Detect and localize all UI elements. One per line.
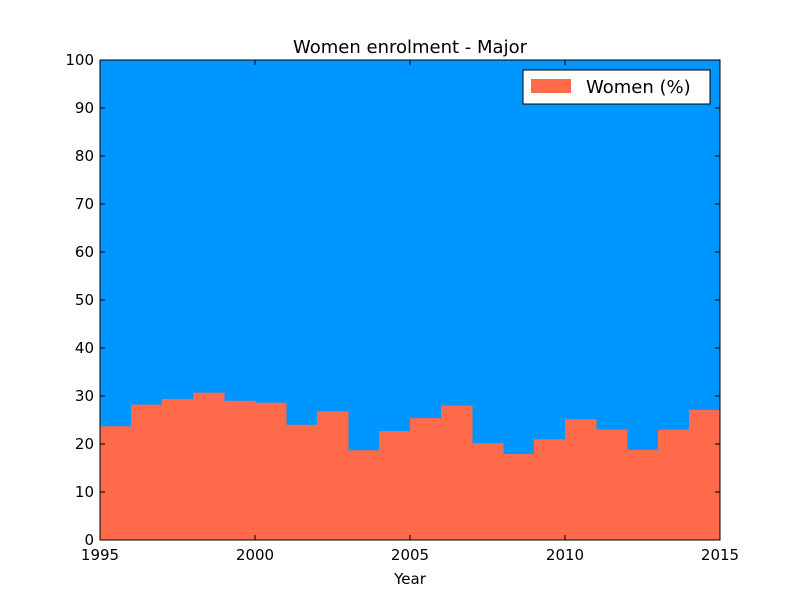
x-tick-label-2000: 2000 <box>236 546 274 564</box>
area-step-2004 <box>379 431 411 540</box>
y-tick-label-60: 60 <box>75 243 94 261</box>
chart-title: Women enrolment - Major <box>293 37 528 58</box>
area-step-2012 <box>627 449 659 540</box>
y-tick-label-30: 30 <box>75 387 94 405</box>
y-tick-label-100: 100 <box>65 51 94 69</box>
y-tick-label-10: 10 <box>75 483 94 501</box>
x-tick-label-2015: 2015 <box>701 546 739 564</box>
area-step-2008 <box>503 454 535 540</box>
area-step-2014 <box>689 409 721 540</box>
area-step-1996 <box>131 404 163 540</box>
area-step-2013 <box>658 429 690 540</box>
x-tick-label-1995: 1995 <box>81 546 119 564</box>
area-step-1998 <box>193 392 225 540</box>
tick-layer: 1995 2000 2005 2010 2015 0 10 20 30 40 50 60 70 80 90 1… <box>65 51 739 564</box>
legend-label-women: Women (%) <box>586 77 691 98</box>
y-tick-label-20: 20 <box>75 435 94 453</box>
y-tick-label-40: 40 <box>75 339 94 357</box>
area-step-1995 <box>100 426 132 540</box>
area-step-2003 <box>348 450 380 540</box>
x-tick-label-2010: 2010 <box>546 546 584 564</box>
y-tick-label-50: 50 <box>75 291 94 309</box>
area-step-1997 <box>162 398 194 540</box>
series-layer <box>100 392 721 540</box>
area-step-2000 <box>255 402 287 540</box>
x-tick-label-2005: 2005 <box>391 546 429 564</box>
legend-swatch-women <box>531 79 571 93</box>
y-tick-label-90: 90 <box>75 99 94 117</box>
y-tick-label-0: 0 <box>84 531 94 549</box>
area-step-1999 <box>224 400 256 540</box>
x-axis-label: Year <box>393 570 427 588</box>
area-step-2005 <box>410 418 442 540</box>
area-step-2011 <box>596 429 628 540</box>
y-tick-label-80: 80 <box>75 147 94 165</box>
area-step-2009 <box>534 439 566 540</box>
area-step-2006 <box>441 405 473 540</box>
area-step-2002 <box>317 411 349 540</box>
y-tick-label-70: 70 <box>75 195 94 213</box>
area-step-2010 <box>565 419 597 540</box>
area-step-2001 <box>286 424 318 540</box>
legend: Women (%) <box>522 69 711 105</box>
area-step-2007 <box>472 443 504 540</box>
